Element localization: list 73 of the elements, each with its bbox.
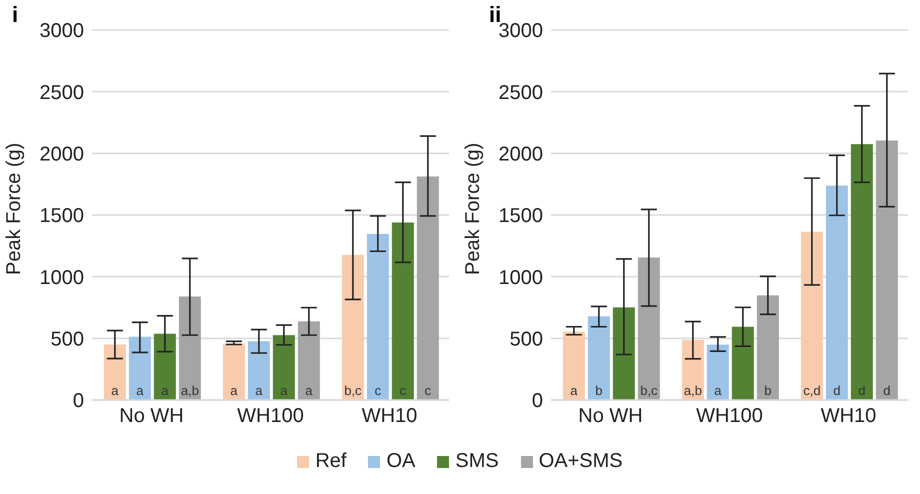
y-tick-label: 500 bbox=[50, 328, 84, 350]
data-label: b,c bbox=[344, 383, 362, 398]
y-tick-label: 3000 bbox=[498, 20, 543, 42]
y-tick-label: 1000 bbox=[40, 266, 84, 289]
bar bbox=[298, 321, 320, 400]
data-label: a,b bbox=[684, 383, 702, 398]
y-tick-label: 3000 bbox=[40, 20, 84, 42]
data-label: a bbox=[136, 383, 144, 398]
bar bbox=[706, 344, 729, 400]
y-tick-label: 0 bbox=[72, 390, 84, 412]
data-label: a bbox=[280, 383, 288, 398]
legend-label: OA bbox=[385, 450, 416, 473]
y-axis-title: Peak Force (g) bbox=[3, 142, 26, 275]
bar bbox=[104, 344, 126, 400]
y-tick-label: 2000 bbox=[498, 143, 543, 166]
y-tick-label: 2500 bbox=[40, 82, 84, 104]
bar bbox=[366, 234, 389, 400]
data-label: b,c bbox=[640, 383, 658, 398]
bar bbox=[588, 316, 610, 400]
legend-label: SMS bbox=[454, 450, 499, 473]
data-label: d bbox=[858, 383, 866, 398]
bar bbox=[178, 296, 201, 400]
data-label: b bbox=[595, 383, 603, 398]
y-tick-label: 2500 bbox=[498, 82, 543, 104]
data-label: a bbox=[305, 383, 314, 398]
data-label: c bbox=[424, 383, 432, 398]
data-label: a bbox=[230, 383, 238, 398]
data-label: c bbox=[400, 383, 407, 398]
data-label: a bbox=[161, 383, 170, 398]
data-label: c bbox=[374, 383, 382, 398]
legend-label: Ref bbox=[314, 450, 346, 473]
bar bbox=[272, 335, 295, 400]
bar bbox=[392, 222, 414, 400]
bar bbox=[876, 140, 898, 400]
chart-title: i bbox=[12, 2, 18, 28]
y-tick-label: 2000 bbox=[40, 143, 84, 166]
bar bbox=[682, 340, 704, 400]
bar bbox=[756, 295, 779, 400]
y-tick-label: 1500 bbox=[40, 205, 84, 228]
data-label: a bbox=[255, 383, 264, 398]
x-tick-label: No WH bbox=[119, 405, 184, 428]
bar bbox=[800, 232, 823, 400]
x-tick-label: WH100 bbox=[696, 405, 763, 428]
data-label: b bbox=[764, 383, 772, 398]
bar bbox=[342, 254, 364, 400]
bar bbox=[416, 176, 439, 400]
bar bbox=[222, 344, 245, 400]
bar bbox=[562, 332, 585, 400]
bar bbox=[154, 334, 176, 400]
bar bbox=[612, 307, 635, 400]
data-label: d bbox=[833, 383, 841, 398]
data-label: a bbox=[714, 383, 722, 398]
bar bbox=[638, 258, 660, 400]
data-label: a,b bbox=[180, 383, 199, 398]
y-axis-title: Peak Force (g) bbox=[462, 142, 484, 275]
bar bbox=[248, 341, 270, 400]
bar bbox=[826, 186, 848, 400]
y-tick-label: 1000 bbox=[498, 266, 543, 289]
bar bbox=[850, 144, 873, 400]
y-tick-label: 0 bbox=[532, 390, 543, 412]
x-tick-label: No WH bbox=[578, 405, 643, 428]
bar bbox=[732, 326, 754, 400]
data-label: c,d bbox=[803, 383, 821, 398]
data-label: a bbox=[570, 383, 578, 398]
data-label: d bbox=[883, 383, 891, 398]
x-tick-label: WH10 bbox=[362, 405, 418, 428]
bar bbox=[128, 336, 151, 400]
x-tick-label: WH100 bbox=[237, 405, 304, 428]
legend-label: OA+SMS bbox=[538, 450, 623, 473]
x-tick-label: WH10 bbox=[820, 405, 876, 428]
y-tick-label: 500 bbox=[510, 328, 543, 350]
data-label: a bbox=[111, 383, 120, 398]
y-tick-label: 1500 bbox=[498, 205, 543, 228]
